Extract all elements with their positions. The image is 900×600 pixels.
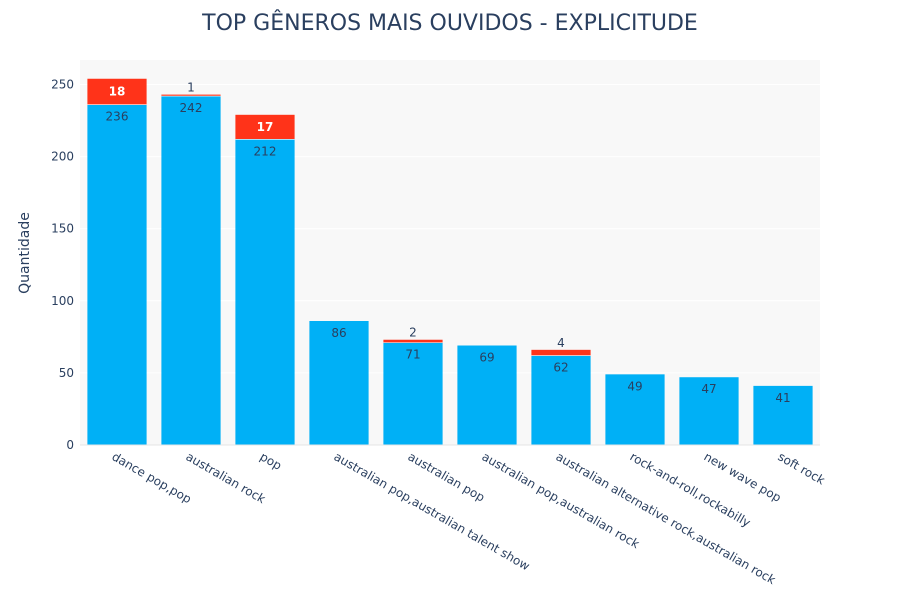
bars — [87, 78, 813, 445]
bar-explicit — [531, 349, 591, 356]
bar-clean — [605, 374, 665, 445]
bar-explicit — [87, 78, 147, 105]
y-tick-label: 200 — [51, 150, 74, 164]
bar-label-clean: 49 — [627, 379, 642, 393]
bar-clean — [87, 104, 147, 445]
bar-explicit — [383, 339, 443, 343]
bar-label-clean: 62 — [553, 361, 568, 375]
bar-label-clean: 86 — [331, 326, 346, 340]
y-tick-label: 150 — [51, 222, 74, 236]
y-tick-label: 100 — [51, 294, 74, 308]
bar-clean — [679, 377, 739, 445]
bar-clean — [235, 139, 295, 445]
bar-explicit — [235, 114, 295, 140]
bar-clean — [457, 345, 517, 445]
y-tick-label: 50 — [59, 366, 74, 380]
bar-clean — [161, 96, 221, 445]
bar-label-clean: 242 — [180, 101, 203, 115]
bar-labels: 236 18 242 1 212 17 86 71 2 69 62 4 49 47 41 — [106, 81, 791, 405]
bar-label-clean: 236 — [106, 110, 129, 124]
bar-label-explicit: 17 — [257, 120, 274, 134]
bar-label-explicit: 4 — [557, 336, 565, 350]
bar-label-clean: 69 — [479, 351, 494, 365]
bar-label-explicit: 1 — [187, 81, 195, 95]
bar-label-explicit: 2 — [409, 326, 417, 340]
bar-clean — [753, 385, 813, 445]
bar-clean — [383, 342, 443, 445]
bar-clean — [309, 320, 369, 445]
y-tick-label: 250 — [51, 78, 74, 92]
y-axis: 0 50 100 150 200 250 — [51, 78, 820, 452]
bar-explicit — [161, 94, 221, 97]
y-axis-label: Quantidade — [17, 212, 33, 294]
y-tick-label: 0 — [66, 438, 74, 452]
chart-title: TOP GÊNEROS MAIS OUVIDOS - EXPLICITUDE — [201, 10, 698, 36]
bar-label-clean: 47 — [701, 382, 716, 396]
bar-label-explicit: 18 — [109, 85, 126, 99]
bar-label-clean: 212 — [254, 144, 277, 158]
bar-label-clean: 71 — [405, 348, 420, 362]
bar-clean — [531, 355, 591, 445]
bar-label-clean: 41 — [775, 391, 790, 405]
